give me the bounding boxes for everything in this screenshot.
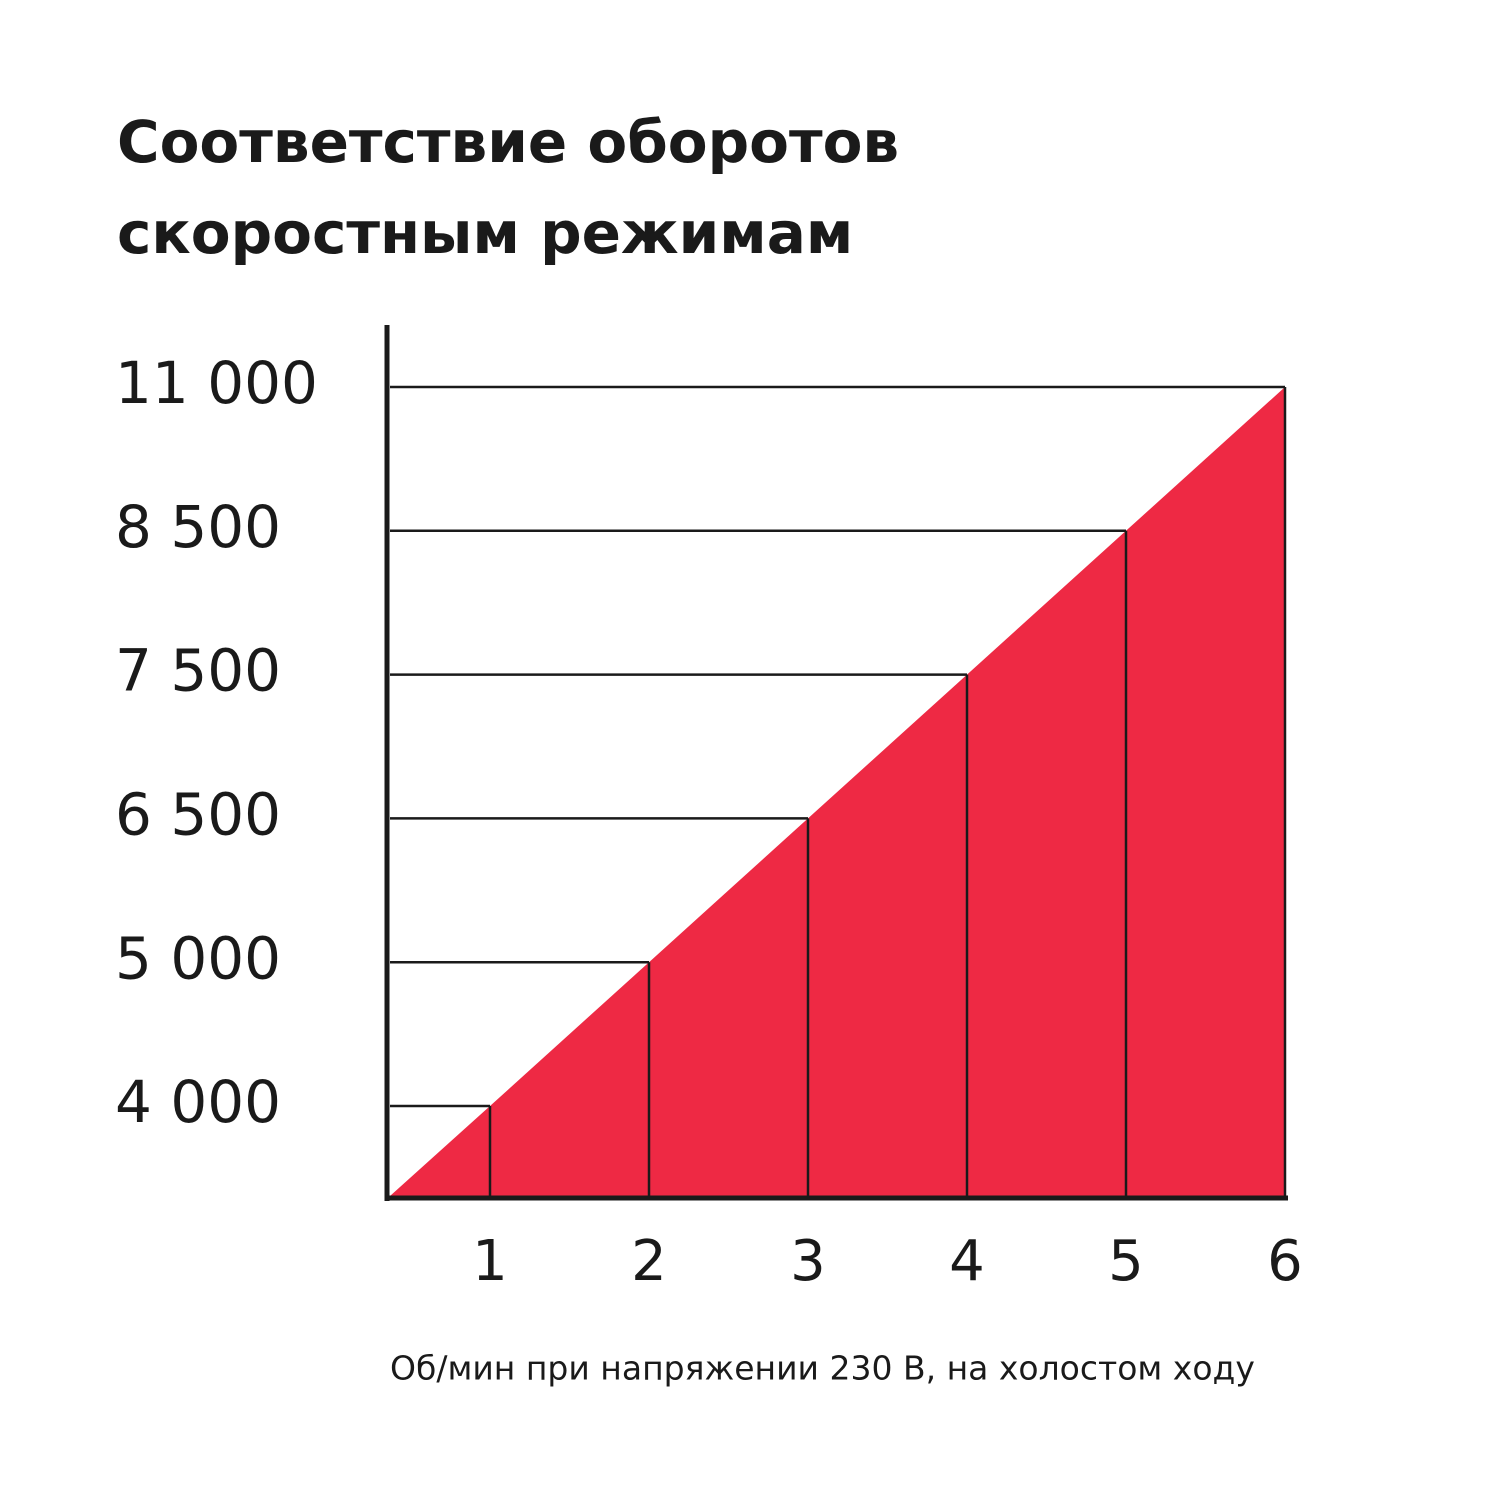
x-tick-label: 2	[631, 1229, 667, 1294]
x-tick-label: 5	[1108, 1229, 1144, 1294]
chart-title: Соответствие оборотов	[117, 108, 899, 176]
x-tick-label: 3	[790, 1229, 826, 1294]
y-tick-label: 8 500	[115, 493, 281, 561]
axis-label: Об/мин при напряжении 230 В, на холостом…	[390, 1349, 1255, 1388]
y-tick-label: 11 000	[115, 349, 318, 417]
x-tick-label: 6	[1267, 1229, 1303, 1294]
chart-title: скоростным режимам	[117, 199, 853, 267]
x-tick-label: 1	[472, 1229, 508, 1294]
area	[390, 387, 1285, 1196]
y-tick-label: 4 000	[115, 1068, 281, 1136]
y-tick-label: 6 500	[115, 781, 281, 849]
y-tick-label: 5 000	[115, 924, 281, 992]
x-tick-label: 4	[949, 1229, 985, 1294]
y-tick-label: 7 500	[115, 637, 281, 705]
